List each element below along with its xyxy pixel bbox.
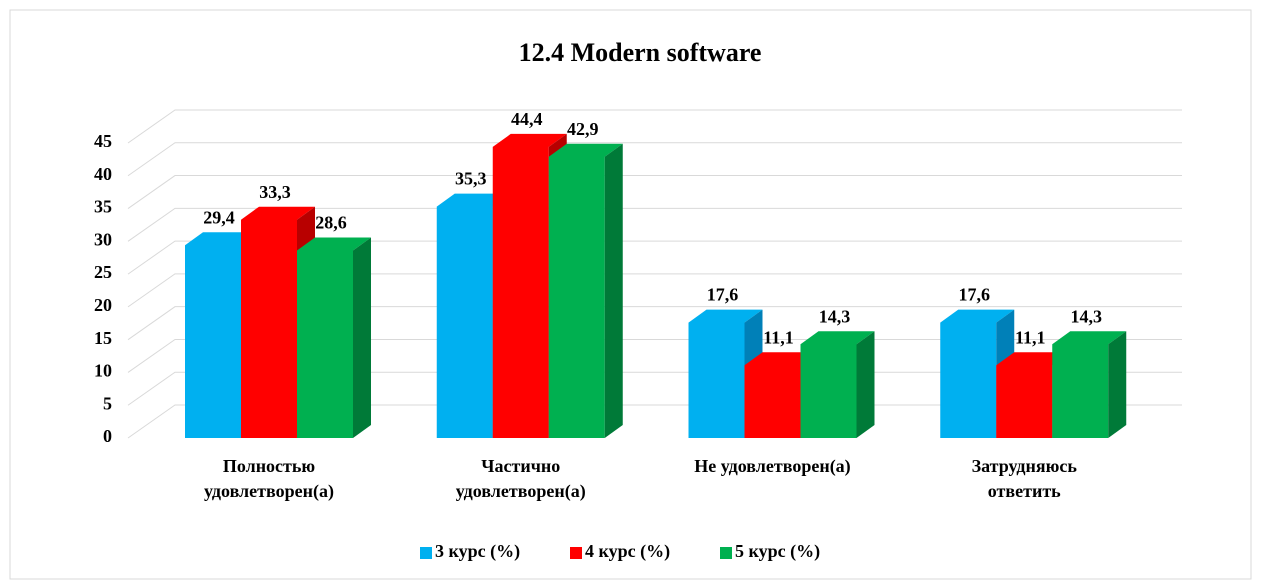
value-label: 28,6 [315,213,347,233]
bar [241,206,315,438]
value-label: 42,9 [567,119,599,139]
value-label: 29,4 [203,207,235,227]
value-label: 35,3 [455,169,487,189]
legend-swatch [420,547,432,559]
bar [548,143,623,438]
bar [996,352,1071,438]
grid-line [127,142,1182,177]
value-label: 33,3 [259,182,291,202]
value-label: 11,1 [1015,327,1046,347]
bar-side [856,331,875,438]
bar [297,237,371,438]
grid-line [127,207,1182,242]
chart-title: 12.4 Modern software [519,38,762,67]
legend-label: 4 курс (%) [585,541,670,562]
x-tick-label: Затрудняюсь ответить [972,456,1078,501]
value-label: 11,1 [763,327,794,347]
value-label: 14,3 [1071,306,1103,326]
value-label: 14,3 [819,306,851,326]
bar [436,193,511,438]
value-label: 17,6 [707,285,739,305]
y-tick-label: 35 [94,197,112,217]
x-tick-label: Не удовлетворен(а) [694,456,850,477]
bar [940,309,1015,438]
x-tick-label: Частично удовлетворен(а) [456,456,586,502]
y-tick-label: 40 [94,164,112,184]
grid-line [127,306,1182,341]
y-tick-label: 15 [94,328,112,348]
grid-line [127,240,1182,275]
legend-swatch [570,547,582,559]
grid-line [127,175,1182,209]
value-label: 44,4 [511,109,543,129]
bar-side [353,237,371,438]
bar [688,309,763,438]
y-tick-label: 0 [103,426,112,446]
legend-label: 3 курс (%) [435,541,520,562]
y-tick-label: 45 [94,131,112,151]
legend-swatch [720,547,732,559]
grid-line [127,109,1182,144]
legend-label: 5 курс (%) [735,541,820,562]
y-tick-label: 20 [94,295,112,315]
bar [185,232,259,438]
y-tick-label: 25 [94,262,112,282]
y-tick-label: 5 [103,393,112,413]
bar [744,352,819,438]
y-tick-label: 10 [94,361,112,381]
grid-line [127,273,1182,308]
bar [492,133,567,438]
y-tick-label: 30 [94,229,112,249]
bar-side [1108,331,1127,438]
bar-side [604,143,623,438]
value-label: 17,6 [959,285,991,305]
x-tick-label: Полностью удовлетворен(а) [204,456,334,502]
bar [1052,331,1127,438]
bar [800,331,875,438]
